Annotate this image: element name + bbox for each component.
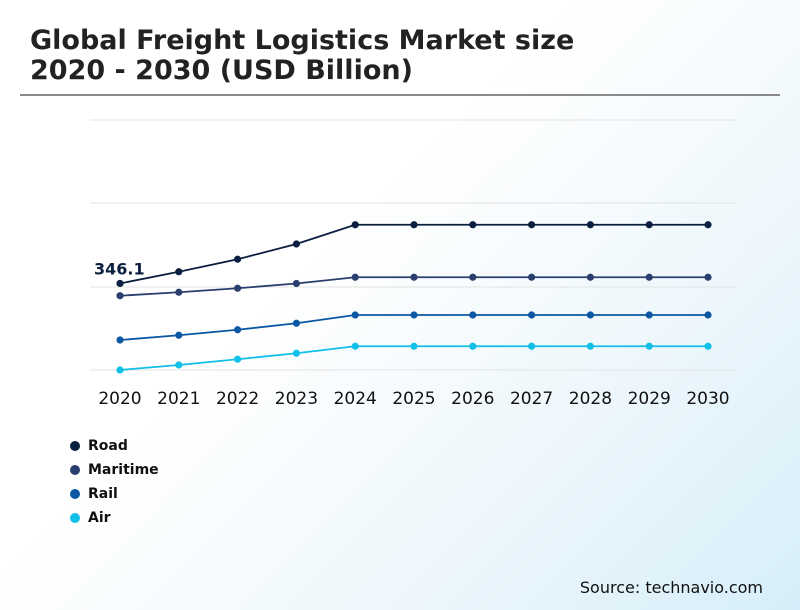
legend-marker-air (70, 513, 80, 523)
legend-item-road: Road (70, 434, 159, 458)
data-point-maritime-2023 (292, 279, 300, 288)
data-point-rail-2028 (586, 311, 595, 319)
series-line-rail (119, 314, 708, 341)
data-point-air-2020 (116, 366, 124, 374)
line-chart: 2020 2021 2022 2023 2024 2025 2026 2027 2028 2029… (90, 119, 736, 409)
data-point-maritime-2020 (116, 292, 124, 300)
chart-title-line-1: Global Freight Logistics Market size (30, 25, 575, 56)
data-point-air-2025 (410, 342, 418, 350)
x-tick-label-2021: 2021 (157, 389, 200, 409)
gridlines (90, 119, 736, 371)
data-point-rail-2025 (410, 311, 418, 319)
data-point-road-2028 (586, 221, 595, 229)
data-point-rail-2030 (704, 311, 712, 319)
data-point-maritime-2021 (175, 288, 183, 296)
data-point-rail-2023 (292, 319, 300, 327)
data-label-0: 346.1 (94, 259, 145, 278)
data-point-maritime-2024 (351, 273, 359, 281)
data-points (116, 221, 712, 374)
legend: Road Maritime Rail Air (70, 434, 159, 530)
data-point-rail-2020 (116, 336, 124, 344)
data-point-air-2021 (175, 361, 183, 369)
x-tick-label-2028: 2028 (569, 389, 612, 409)
legend-item-maritime: Maritime (70, 458, 159, 482)
data-point-road-2023 (292, 240, 300, 248)
x-tick-label-2030: 2030 (686, 389, 729, 409)
data-point-road-2022 (234, 255, 242, 263)
data-point-maritime-2022 (234, 284, 242, 292)
chart-title: Global Freight Logistics Market size 202… (30, 26, 574, 86)
data-point-air-2030 (704, 342, 712, 350)
data-point-road-2029 (645, 221, 653, 229)
data-point-maritime-2028 (586, 273, 595, 281)
data-point-maritime-2025 (410, 273, 418, 281)
data-point-rail-2027 (528, 311, 536, 319)
data-point-air-2024 (351, 342, 359, 350)
legend-marker-maritime (70, 465, 80, 475)
legend-item-rail: Rail (70, 482, 159, 506)
data-point-air-2026 (469, 342, 477, 350)
data-point-rail-2024 (351, 311, 359, 319)
data-point-air-2022 (234, 355, 242, 363)
data-point-maritime-2029 (645, 273, 653, 281)
data-point-road-2020 (116, 279, 124, 288)
data-labels: 346.1 (94, 259, 145, 278)
x-tick-label-2020: 2020 (98, 389, 141, 409)
legend-label-road: Road (88, 438, 128, 454)
data-point-road-2021 (175, 268, 183, 276)
data-point-air-2023 (292, 349, 300, 357)
legend-label-air: Air (88, 510, 111, 526)
data-point-rail-2029 (645, 311, 653, 319)
x-tick-label-2023: 2023 (275, 389, 318, 409)
data-point-air-2029 (645, 342, 653, 350)
data-point-rail-2026 (469, 311, 477, 319)
data-point-rail-2022 (234, 326, 242, 334)
data-point-air-2027 (528, 342, 536, 350)
data-point-maritime-2026 (469, 273, 477, 281)
x-tick-label-2024: 2024 (334, 389, 377, 409)
x-tick-label-2027: 2027 (510, 389, 553, 409)
data-point-road-2030 (704, 221, 712, 229)
x-tick-label-2022: 2022 (216, 389, 259, 409)
x-axis-tick-labels: 2020 2021 2022 2023 2024 2025 2026 2027 2028 2029… (98, 389, 729, 409)
data-point-rail-2021 (175, 331, 183, 339)
data-point-road-2027 (528, 221, 536, 229)
data-point-road-2026 (469, 221, 477, 229)
data-point-air-2028 (586, 342, 595, 350)
legend-item-air: Air (70, 506, 159, 530)
source-credit: Source: technavio.com (579, 578, 763, 597)
data-point-maritime-2027 (528, 273, 536, 281)
chart-title-line-2: 2020 - 2030 (USD Billion) (30, 55, 413, 86)
legend-marker-rail (70, 489, 80, 499)
data-point-maritime-2030 (704, 273, 712, 281)
x-tick-label-2025: 2025 (392, 389, 435, 409)
data-point-road-2025 (410, 221, 418, 229)
x-tick-label-2029: 2029 (628, 389, 671, 409)
legend-label-maritime: Maritime (88, 462, 159, 478)
title-divider (20, 94, 780, 96)
legend-label-rail: Rail (88, 486, 118, 502)
legend-marker-road (70, 441, 80, 451)
x-tick-label-2026: 2026 (451, 389, 494, 409)
data-point-road-2024 (351, 221, 359, 229)
